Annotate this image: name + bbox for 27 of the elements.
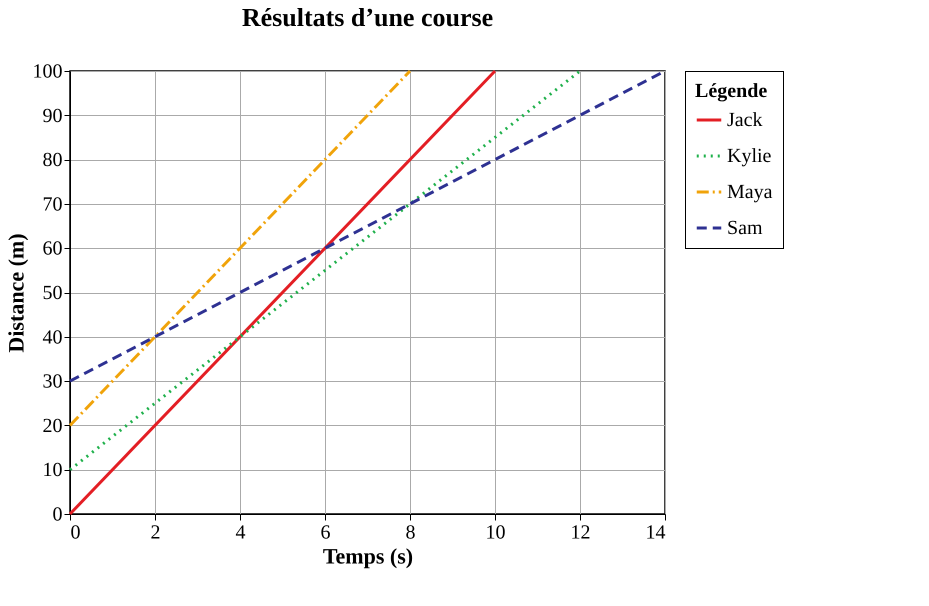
legend-label: Jack <box>727 109 763 131</box>
y-tick-label: 90 <box>42 104 62 127</box>
y-tick-label: 30 <box>42 370 62 393</box>
legend-label: Kylie <box>727 145 772 167</box>
y-tick-label: 0 <box>52 504 62 526</box>
x-tick-label: 8 <box>406 522 416 544</box>
legend-label: Maya <box>727 181 773 203</box>
x-tick-label: 6 <box>320 522 330 544</box>
x-tick-label: 4 <box>236 522 246 544</box>
legend-label: Sam <box>727 217 763 239</box>
chart-title: Résultats d’une course <box>242 3 494 32</box>
x-tick-label: 0 <box>70 522 80 544</box>
y-tick-label: 70 <box>42 193 62 216</box>
x-tick-label: 2 <box>150 522 160 544</box>
y-axis-title: Distance (m) <box>4 233 28 353</box>
x-tick-label: 14 <box>646 522 666 544</box>
y-tick-label: 80 <box>42 149 62 172</box>
x-axis-title: Temps (s) <box>322 544 414 568</box>
x-tick-label: 10 <box>486 522 506 544</box>
legend-title: Légende <box>695 80 768 102</box>
y-tick-label: 40 <box>42 326 62 348</box>
y-tick-label: 20 <box>42 414 62 437</box>
y-tick-label: 50 <box>42 282 62 304</box>
y-tick-label: 10 <box>42 459 62 482</box>
x-tick-label: 12 <box>570 522 590 544</box>
y-tick-label: 60 <box>42 238 62 260</box>
y-tick-label: 100 <box>32 60 62 82</box>
